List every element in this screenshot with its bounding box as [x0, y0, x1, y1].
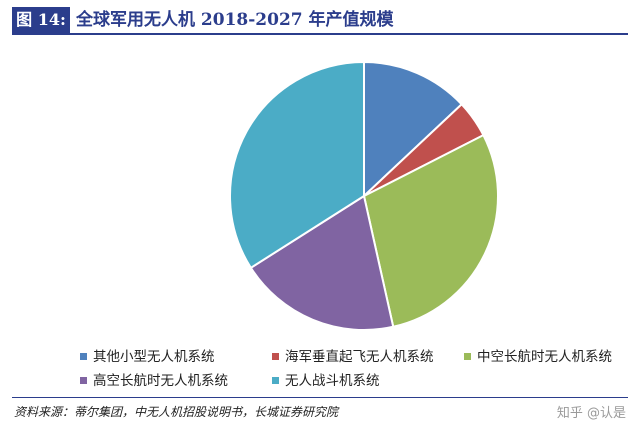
legend-swatch-4: [272, 376, 279, 384]
figure-label: 图 14:: [12, 7, 70, 33]
legend-item-4: 无人战斗机系统: [272, 372, 380, 390]
legend-label-4: 无人战斗机系统: [285, 373, 380, 389]
pie-slice-4: [229, 60, 365, 270]
source-note: 资料来源：蒂尔集团，中无人机招股说明书，长城证券研究院: [14, 405, 339, 419]
watermark: 知乎 @认是: [556, 406, 626, 421]
pie-slice-2: [362, 133, 499, 328]
legend-item-0: 其他小型无人机系统: [80, 348, 215, 366]
legend-item-1: 海军垂直起飞无人机系统: [272, 348, 434, 366]
legend-item-3: 高空长航时无人机系统: [80, 372, 228, 390]
legend-swatch-2: [464, 352, 471, 360]
source-divider: [12, 397, 628, 398]
legend-item-2: 中空长航时无人机系统: [464, 348, 612, 366]
pie-slice-0: [363, 60, 464, 199]
legend-label-3: 高空长航时无人机系统: [93, 373, 228, 389]
legend-swatch-3: [80, 376, 87, 384]
legend-label-2: 中空长航时无人机系统: [477, 349, 612, 365]
legend-swatch-1: [272, 352, 279, 360]
pie-chart: [229, 60, 499, 331]
figure-header: 图 14: 全球军用无人机 2018-2027 年产值规模: [12, 7, 628, 35]
figure-title: 全球军用无人机 2018-2027 年产值规模: [76, 10, 394, 30]
legend-label-0: 其他小型无人机系统: [93, 349, 215, 365]
legend-label-1: 海军垂直起飞无人机系统: [285, 349, 434, 365]
legend-swatch-0: [80, 352, 87, 360]
pie-slice-3: [249, 194, 395, 331]
